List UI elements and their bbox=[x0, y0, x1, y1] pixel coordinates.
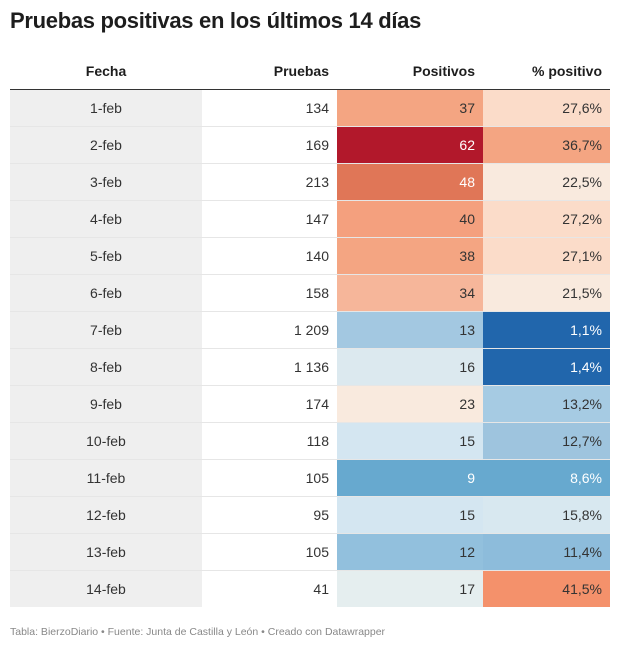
cell-pct-positivo: 22,5% bbox=[483, 163, 610, 201]
cell-positivos: 34 bbox=[337, 274, 483, 312]
table-row: 1-feb 134 37 27,6% bbox=[10, 89, 610, 127]
chart-title: Pruebas positivas en los últimos 14 días bbox=[10, 8, 422, 33]
cell-fecha: 12-feb bbox=[10, 496, 202, 534]
table-row: 7-feb 1 209 13 1,1% bbox=[10, 311, 610, 349]
cell-pruebas: 1 136 bbox=[202, 348, 337, 386]
table-row: 4-feb 147 40 27,2% bbox=[10, 200, 610, 238]
cell-fecha: 11-feb bbox=[10, 459, 202, 497]
cell-fecha: 4-feb bbox=[10, 200, 202, 238]
cell-positivos: 15 bbox=[337, 422, 483, 460]
cell-pruebas: 147 bbox=[202, 200, 337, 238]
table-row: 10-feb 118 15 12,7% bbox=[10, 422, 610, 460]
table-body: 1-feb 134 37 27,6% 2-feb 169 62 36,7% 3-feb 213 48… bbox=[10, 89, 610, 607]
cell-pct-positivo: 1,4% bbox=[483, 348, 610, 386]
cell-pruebas: 134 bbox=[202, 89, 337, 127]
cell-fecha: 5-feb bbox=[10, 237, 202, 275]
cell-pct-positivo: 21,5% bbox=[483, 274, 610, 312]
cell-positivos: 17 bbox=[337, 570, 483, 607]
cell-pruebas: 169 bbox=[202, 126, 337, 164]
cell-pct-positivo: 12,7% bbox=[483, 422, 610, 460]
cell-pruebas: 1 209 bbox=[202, 311, 337, 349]
table-row: 3-feb 213 48 22,5% bbox=[10, 163, 610, 201]
cell-fecha: 10-feb bbox=[10, 422, 202, 460]
cell-positivos: 12 bbox=[337, 533, 483, 571]
table-row: 14-feb 41 17 41,5% bbox=[10, 570, 610, 607]
cell-pruebas: 158 bbox=[202, 274, 337, 312]
cell-pct-positivo: 11,4% bbox=[483, 533, 610, 571]
column-header-positivos[interactable]: Positivos bbox=[337, 54, 483, 90]
cell-positivos: 13 bbox=[337, 311, 483, 349]
cell-pct-positivo: 15,8% bbox=[483, 496, 610, 534]
data-table: Fecha Pruebas Positivos % positivo 1-feb… bbox=[10, 54, 610, 607]
cell-pct-positivo: 13,2% bbox=[483, 385, 610, 423]
cell-pct-positivo: 8,6% bbox=[483, 459, 610, 497]
cell-fecha: 7-feb bbox=[10, 311, 202, 349]
table-row: 12-feb 95 15 15,8% bbox=[10, 496, 610, 534]
header-row: Fecha Pruebas Positivos % positivo bbox=[10, 54, 610, 90]
table-row: 9-feb 174 23 13,2% bbox=[10, 385, 610, 423]
table-row: 5-feb 140 38 27,1% bbox=[10, 237, 610, 275]
cell-fecha: 6-feb bbox=[10, 274, 202, 312]
cell-positivos: 38 bbox=[337, 237, 483, 275]
cell-positivos: 37 bbox=[337, 89, 483, 127]
column-header-pruebas[interactable]: Pruebas bbox=[202, 54, 337, 90]
cell-pct-positivo: 27,2% bbox=[483, 200, 610, 238]
cell-pct-positivo: 27,6% bbox=[483, 89, 610, 127]
cell-pruebas: 118 bbox=[202, 422, 337, 460]
cell-fecha: 1-feb bbox=[10, 89, 202, 127]
table-row: 2-feb 169 62 36,7% bbox=[10, 126, 610, 164]
cell-pruebas: 213 bbox=[202, 163, 337, 201]
cell-pruebas: 174 bbox=[202, 385, 337, 423]
source-footer: Tabla: BierzoDiario • Fuente: Junta de C… bbox=[10, 626, 386, 638]
cell-pruebas: 105 bbox=[202, 459, 337, 497]
cell-fecha: 8-feb bbox=[10, 348, 202, 386]
table-row: 6-feb 158 34 21,5% bbox=[10, 274, 610, 312]
cell-pct-positivo: 41,5% bbox=[483, 570, 610, 607]
cell-positivos: 15 bbox=[337, 496, 483, 534]
cell-pruebas: 95 bbox=[202, 496, 337, 534]
cell-positivos: 9 bbox=[337, 459, 483, 497]
cell-pct-positivo: 27,1% bbox=[483, 237, 610, 275]
cell-fecha: 9-feb bbox=[10, 385, 202, 423]
cell-pct-positivo: 1,1% bbox=[483, 311, 610, 349]
cell-fecha: 14-feb bbox=[10, 570, 202, 607]
cell-pruebas: 105 bbox=[202, 533, 337, 571]
cell-pct-positivo: 36,7% bbox=[483, 126, 610, 164]
cell-positivos: 40 bbox=[337, 200, 483, 238]
cell-positivos: 48 bbox=[337, 163, 483, 201]
cell-fecha: 3-feb bbox=[10, 163, 202, 201]
cell-pruebas: 140 bbox=[202, 237, 337, 275]
cell-positivos: 23 bbox=[337, 385, 483, 423]
cell-positivos: 16 bbox=[337, 348, 483, 386]
table-row: 13-feb 105 12 11,4% bbox=[10, 533, 610, 571]
table-row: 8-feb 1 136 16 1,4% bbox=[10, 348, 610, 386]
column-header-fecha[interactable]: Fecha bbox=[10, 54, 202, 90]
table-row: 11-feb 105 9 8,6% bbox=[10, 459, 610, 497]
cell-fecha: 13-feb bbox=[10, 533, 202, 571]
cell-pruebas: 41 bbox=[313, 580, 329, 597]
cell-fecha: 2-feb bbox=[10, 126, 202, 164]
column-header-pct-positivo[interactable]: % positivo bbox=[483, 54, 610, 90]
cell-positivos: 62 bbox=[337, 126, 483, 164]
